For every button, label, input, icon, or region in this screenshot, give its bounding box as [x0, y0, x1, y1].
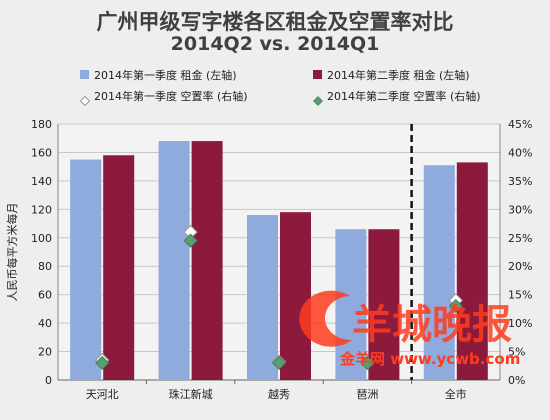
y-tick-label: 80 [38, 260, 52, 273]
y2-tick-label: 35% [508, 175, 532, 188]
y2-tick-label: 20% [508, 260, 532, 273]
x-tick-label: 全市 [445, 387, 467, 401]
y-tick-label: 40 [38, 317, 52, 330]
y-tick-label: 180 [31, 118, 52, 131]
y-axis-label: 人民币每平方米每月 [5, 203, 19, 302]
y2-tick-label: 15% [508, 289, 532, 302]
y-tick-label: 160 [31, 146, 52, 159]
chart-title: 广州甲级写字楼各区租金及空置率对比 [96, 10, 454, 34]
filled-diamond-icon [313, 96, 323, 106]
bar-q1-rent [158, 141, 190, 380]
y2-tick-label: 30% [508, 203, 532, 216]
watermark-caption: 金羊网 www.ycwb.com [340, 350, 521, 368]
y-tick-label: 20 [38, 346, 52, 359]
marker-q2-vacancy [271, 355, 287, 370]
marker-q2-vacancy [183, 233, 198, 248]
bar-q1-rent [335, 229, 367, 380]
bar-q2-rent [368, 229, 400, 380]
legend-label-q2-vacancy: 2014年第二季度 空置率 (右轴) [327, 90, 481, 103]
watermark-swirl-icon [299, 290, 352, 347]
y2-tick-label: 0% [508, 374, 525, 387]
bar-q2-rent [456, 162, 488, 380]
bar-q1-rent [247, 215, 278, 380]
y-tick-label: 140 [31, 175, 52, 188]
y2-tick-label: 45% [508, 118, 532, 131]
legend-label-q2-rent: 2014年第二季度 租金 (左轴) [327, 69, 470, 82]
y-tick-label: 60 [38, 289, 52, 302]
marker-q2-vacancy [95, 355, 110, 370]
x-tick-label: 天河北 [86, 388, 119, 401]
legend-label-q1-vacancy: 2014年第一季度 空置率 (右轴) [94, 90, 248, 103]
y-tick-label: 100 [31, 232, 52, 245]
bar-q1-rent [423, 165, 455, 380]
watermark-logo: 羊城晚报 [299, 290, 512, 348]
legend-swatch-q2-rent [313, 70, 322, 79]
bar-q2-rent [280, 212, 311, 380]
legend-swatch-q2-vacancy [313, 91, 323, 106]
y-tick-label: 120 [31, 203, 52, 216]
bar-q2-rent [103, 155, 135, 380]
legend-swatch-q1-vacancy [79, 91, 91, 107]
x-tick-label: 越秀 [268, 387, 290, 401]
hollow-diamond-icon [79, 95, 91, 107]
y2-tick-label: 25% [508, 232, 532, 245]
y2-tick-label: 10% [508, 317, 532, 330]
bar-q2-rent [191, 141, 223, 380]
x-tick-label: 琶洲 [356, 388, 378, 401]
legend-label-q1-rent: 2014年第一季度 租金 (左轴) [94, 69, 237, 82]
watermark-logo-text: 羊城晚报 [352, 302, 512, 348]
y2-tick-label: 40% [508, 146, 532, 159]
y2-tick-label: 5% [508, 346, 525, 359]
y-tick-label: 0 [45, 374, 52, 387]
bar-q1-rent [70, 159, 102, 380]
x-tick-label: 珠江新城 [169, 387, 213, 401]
marker-q2-vacancy [448, 298, 463, 314]
legend-swatch-q1-rent [80, 70, 89, 79]
chart-subtitle: 2014Q2 vs. 2014Q1 [170, 33, 380, 55]
marker-q2-vacancy [360, 355, 375, 370]
